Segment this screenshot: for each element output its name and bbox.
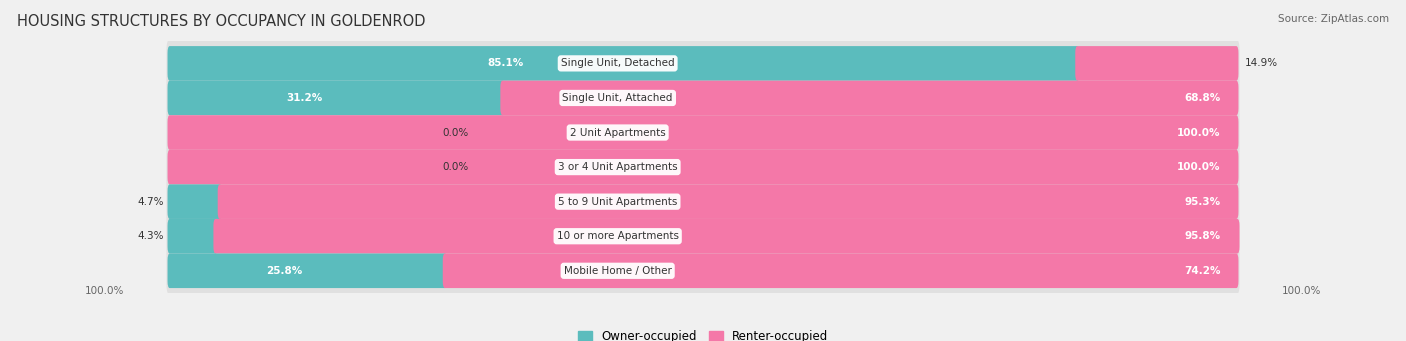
Text: Source: ZipAtlas.com: Source: ZipAtlas.com <box>1278 14 1389 24</box>
Text: 25.8%: 25.8% <box>266 266 302 276</box>
FancyBboxPatch shape <box>166 40 1240 87</box>
Text: 0.0%: 0.0% <box>441 162 468 172</box>
FancyBboxPatch shape <box>166 178 1240 225</box>
FancyBboxPatch shape <box>166 212 1240 260</box>
FancyBboxPatch shape <box>166 143 1240 191</box>
Text: 2 Unit Apartments: 2 Unit Apartments <box>569 128 665 137</box>
Text: HOUSING STRUCTURES BY OCCUPANCY IN GOLDENROD: HOUSING STRUCTURES BY OCCUPANCY IN GOLDE… <box>17 14 426 29</box>
FancyBboxPatch shape <box>443 253 1239 288</box>
Legend: Owner-occupied, Renter-occupied: Owner-occupied, Renter-occupied <box>578 330 828 341</box>
Text: 0.0%: 0.0% <box>441 128 468 137</box>
Text: 14.9%: 14.9% <box>1244 58 1278 69</box>
Text: Single Unit, Detached: Single Unit, Detached <box>561 58 675 69</box>
FancyBboxPatch shape <box>218 184 1239 219</box>
Text: 85.1%: 85.1% <box>488 58 523 69</box>
FancyBboxPatch shape <box>166 109 1240 157</box>
Text: Mobile Home / Other: Mobile Home / Other <box>564 266 672 276</box>
Text: 10 or more Apartments: 10 or more Apartments <box>557 231 679 241</box>
Text: 74.2%: 74.2% <box>1184 266 1220 276</box>
Text: 4.3%: 4.3% <box>138 231 165 241</box>
FancyBboxPatch shape <box>167 184 222 219</box>
FancyBboxPatch shape <box>167 81 505 115</box>
Text: Single Unit, Attached: Single Unit, Attached <box>562 93 673 103</box>
FancyBboxPatch shape <box>166 247 1240 295</box>
FancyBboxPatch shape <box>167 46 1080 81</box>
FancyBboxPatch shape <box>167 253 447 288</box>
Text: 95.3%: 95.3% <box>1184 197 1220 207</box>
FancyBboxPatch shape <box>167 219 218 253</box>
Text: 95.8%: 95.8% <box>1184 231 1220 241</box>
Text: 100.0%: 100.0% <box>84 286 124 296</box>
FancyBboxPatch shape <box>214 219 1240 253</box>
Text: 100.0%: 100.0% <box>1177 128 1220 137</box>
Text: 100.0%: 100.0% <box>1177 162 1220 172</box>
FancyBboxPatch shape <box>1076 46 1239 81</box>
FancyBboxPatch shape <box>166 74 1240 122</box>
Text: 68.8%: 68.8% <box>1184 93 1220 103</box>
FancyBboxPatch shape <box>501 81 1239 115</box>
Text: 4.7%: 4.7% <box>138 197 165 207</box>
FancyBboxPatch shape <box>167 115 1239 150</box>
Text: 100.0%: 100.0% <box>1282 286 1322 296</box>
Text: 5 to 9 Unit Apartments: 5 to 9 Unit Apartments <box>558 197 678 207</box>
Text: 31.2%: 31.2% <box>287 93 322 103</box>
Text: 3 or 4 Unit Apartments: 3 or 4 Unit Apartments <box>558 162 678 172</box>
FancyBboxPatch shape <box>167 150 1239 184</box>
